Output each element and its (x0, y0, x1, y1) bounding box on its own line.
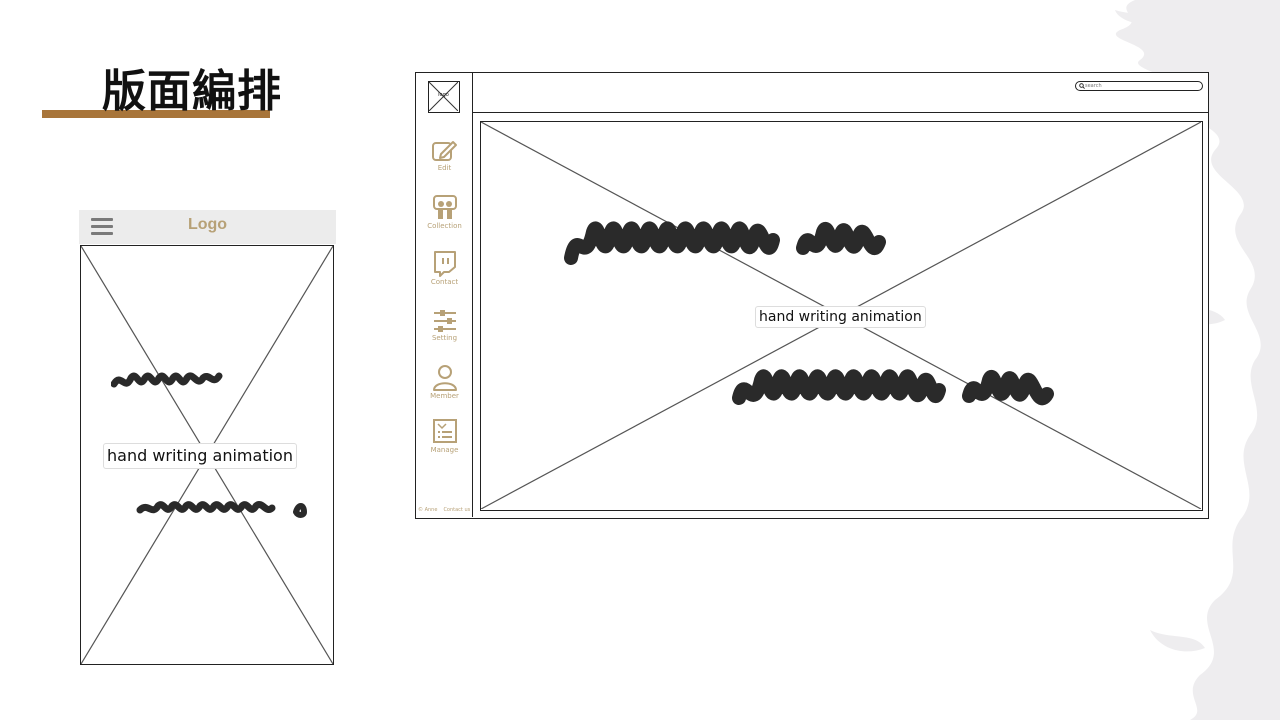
desktop-logo-label: logo (438, 92, 449, 98)
mobile-content-placeholder: hand writing animation (80, 245, 334, 665)
desktop-content-placeholder: hand writing animation (480, 121, 1203, 511)
desktop-sidebar: logo Edit Collection Conta (416, 73, 473, 517)
manage-icon (432, 419, 457, 443)
search-icon (1079, 83, 1085, 89)
sidebar-item-manage[interactable]: Manage (416, 419, 473, 454)
scribble-line-1 (564, 221, 886, 265)
sliders-icon (433, 310, 456, 332)
mobile-animation-caption: hand writing animation (103, 443, 297, 469)
scribble-line-2 (136, 501, 308, 518)
slide-title: 版面編排 (102, 66, 282, 117)
mobile-logo[interactable]: Logo (187, 216, 228, 233)
sidebar-item-edit[interactable]: Edit (416, 139, 473, 172)
sidebar-item-label: Contact (430, 278, 459, 286)
sidebar-item-label: Member (430, 392, 459, 400)
sidebar-footer: © Anne Contact us (418, 507, 476, 513)
sidebar-item-label: Setting (431, 334, 458, 342)
slideshare-icon (432, 195, 457, 219)
copyright-text: © Anne (418, 507, 438, 513)
desktop-animation-caption: hand writing animation (755, 306, 926, 328)
mobile-header: Logo (79, 210, 336, 244)
desktop-topbar (473, 73, 1208, 113)
contact-us-link[interactable]: Contact us (443, 507, 471, 513)
search-box[interactable] (1075, 81, 1203, 91)
scribble-line-1 (111, 372, 223, 388)
sidebar-item-collection[interactable]: Collection (416, 195, 473, 230)
sidebar-item-member[interactable]: Member (416, 363, 473, 400)
sidebar-item-setting[interactable]: Setting (416, 309, 473, 342)
sidebar-item-contact[interactable]: Contact (416, 251, 473, 286)
user-icon (432, 365, 457, 391)
hamburger-icon[interactable] (91, 218, 113, 236)
edit-icon (431, 141, 457, 161)
sidebar-item-label: Manage (430, 446, 459, 454)
scribble-line-2 (732, 369, 1054, 406)
search-input[interactable] (1085, 82, 1195, 90)
twitch-icon (433, 251, 456, 277)
title-accent-bar (42, 110, 270, 118)
sidebar-item-label: Collection (427, 222, 462, 230)
sidebar-item-label: Edit (437, 164, 452, 172)
desktop-wireframe: logo Edit Collection Conta (415, 72, 1209, 519)
logo-placeholder-icon (429, 82, 458, 111)
desktop-logo[interactable]: logo (428, 81, 460, 113)
